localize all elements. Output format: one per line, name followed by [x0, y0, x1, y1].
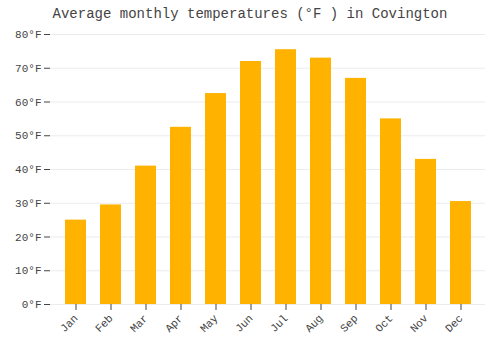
svg-text:70°F: 70°F	[15, 63, 41, 75]
svg-text:80°F: 80°F	[15, 29, 41, 41]
svg-text:40°F: 40°F	[15, 164, 41, 176]
svg-text:Jan: Jan	[58, 312, 80, 334]
html-text:Average monthly temperatures (: Average monthly temperatures (°F ) in Co…	[52, 6, 448, 22]
svg-text:60°F: 60°F	[15, 97, 41, 109]
svg-text:Dec: Dec	[443, 312, 465, 334]
svg-text:Mar: Mar	[128, 312, 150, 334]
svg-text:20°F: 20°F	[15, 232, 41, 244]
svg-text:Apr: Apr	[163, 312, 185, 334]
svg-text:Feb: Feb	[93, 312, 115, 334]
svg-text:30°F: 30°F	[15, 198, 41, 210]
svg-text:10°F: 10°F	[15, 265, 41, 277]
svg-text:50°F: 50°F	[15, 130, 41, 142]
svg-text:Jul: Jul	[268, 312, 290, 334]
svg-text:Nov: Nov	[408, 312, 431, 335]
svg-text:Jun: Jun	[233, 312, 255, 334]
svg-text:Sep: Sep	[338, 312, 360, 334]
svg-text:Oct: Oct	[373, 312, 395, 334]
svg-text:0°F: 0°F	[22, 299, 42, 311]
svg-text:May: May	[198, 312, 221, 335]
svg-text:Aug: Aug	[303, 312, 325, 334]
